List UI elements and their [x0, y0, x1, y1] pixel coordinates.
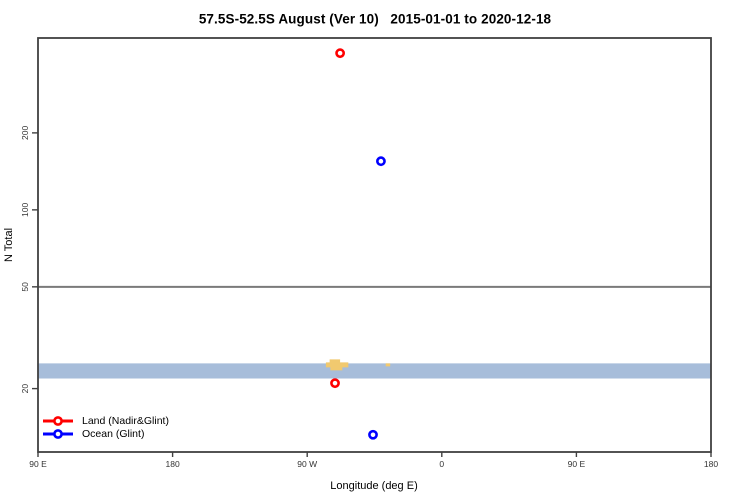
legend-entry: Ocean (Glint): [42, 428, 169, 441]
x-axis-title: Longitude (deg E): [330, 480, 418, 492]
legend-marker-icon: [43, 428, 73, 439]
data-point: [330, 378, 340, 389]
legend-label: Ocean (Glint): [82, 427, 145, 440]
legend-marker-icon: [43, 416, 73, 427]
data-point: [376, 156, 386, 167]
y-tick-label: 100: [20, 203, 30, 217]
y-tick-label: 200: [20, 126, 30, 140]
map-band-land-patch: [344, 363, 348, 367]
map-band-land-patch: [325, 362, 349, 368]
data-point: [335, 48, 346, 59]
x-tick-label: 0: [439, 459, 444, 469]
chart-title: 57.5S-52.5S August (Ver 10) 2015-01-01 t…: [198, 11, 552, 27]
x-tick-label: 180: [166, 459, 180, 469]
y-tick-label: 20: [20, 384, 30, 394]
data-point: [368, 429, 378, 440]
x-tick-label: 90 E: [29, 459, 47, 469]
y-tick-label: 50: [20, 282, 30, 292]
map-band-land-patch: [329, 359, 341, 364]
map-band-ocean: [38, 363, 711, 379]
x-tick-label: 180: [704, 459, 718, 469]
plot-frame: [37, 37, 712, 453]
legend-label: Land (Nadir&Glint): [82, 415, 169, 428]
map-band-land-patch: [385, 363, 391, 367]
x-tick-label: 90 E: [568, 459, 586, 469]
legend: Land (Nadir&Glint) Ocean (Glint): [42, 415, 169, 440]
x-tick-label: 90 W: [297, 459, 317, 469]
legend-entry: Land (Nadir&Glint): [42, 415, 169, 428]
map-band-land-patch: [330, 366, 343, 371]
